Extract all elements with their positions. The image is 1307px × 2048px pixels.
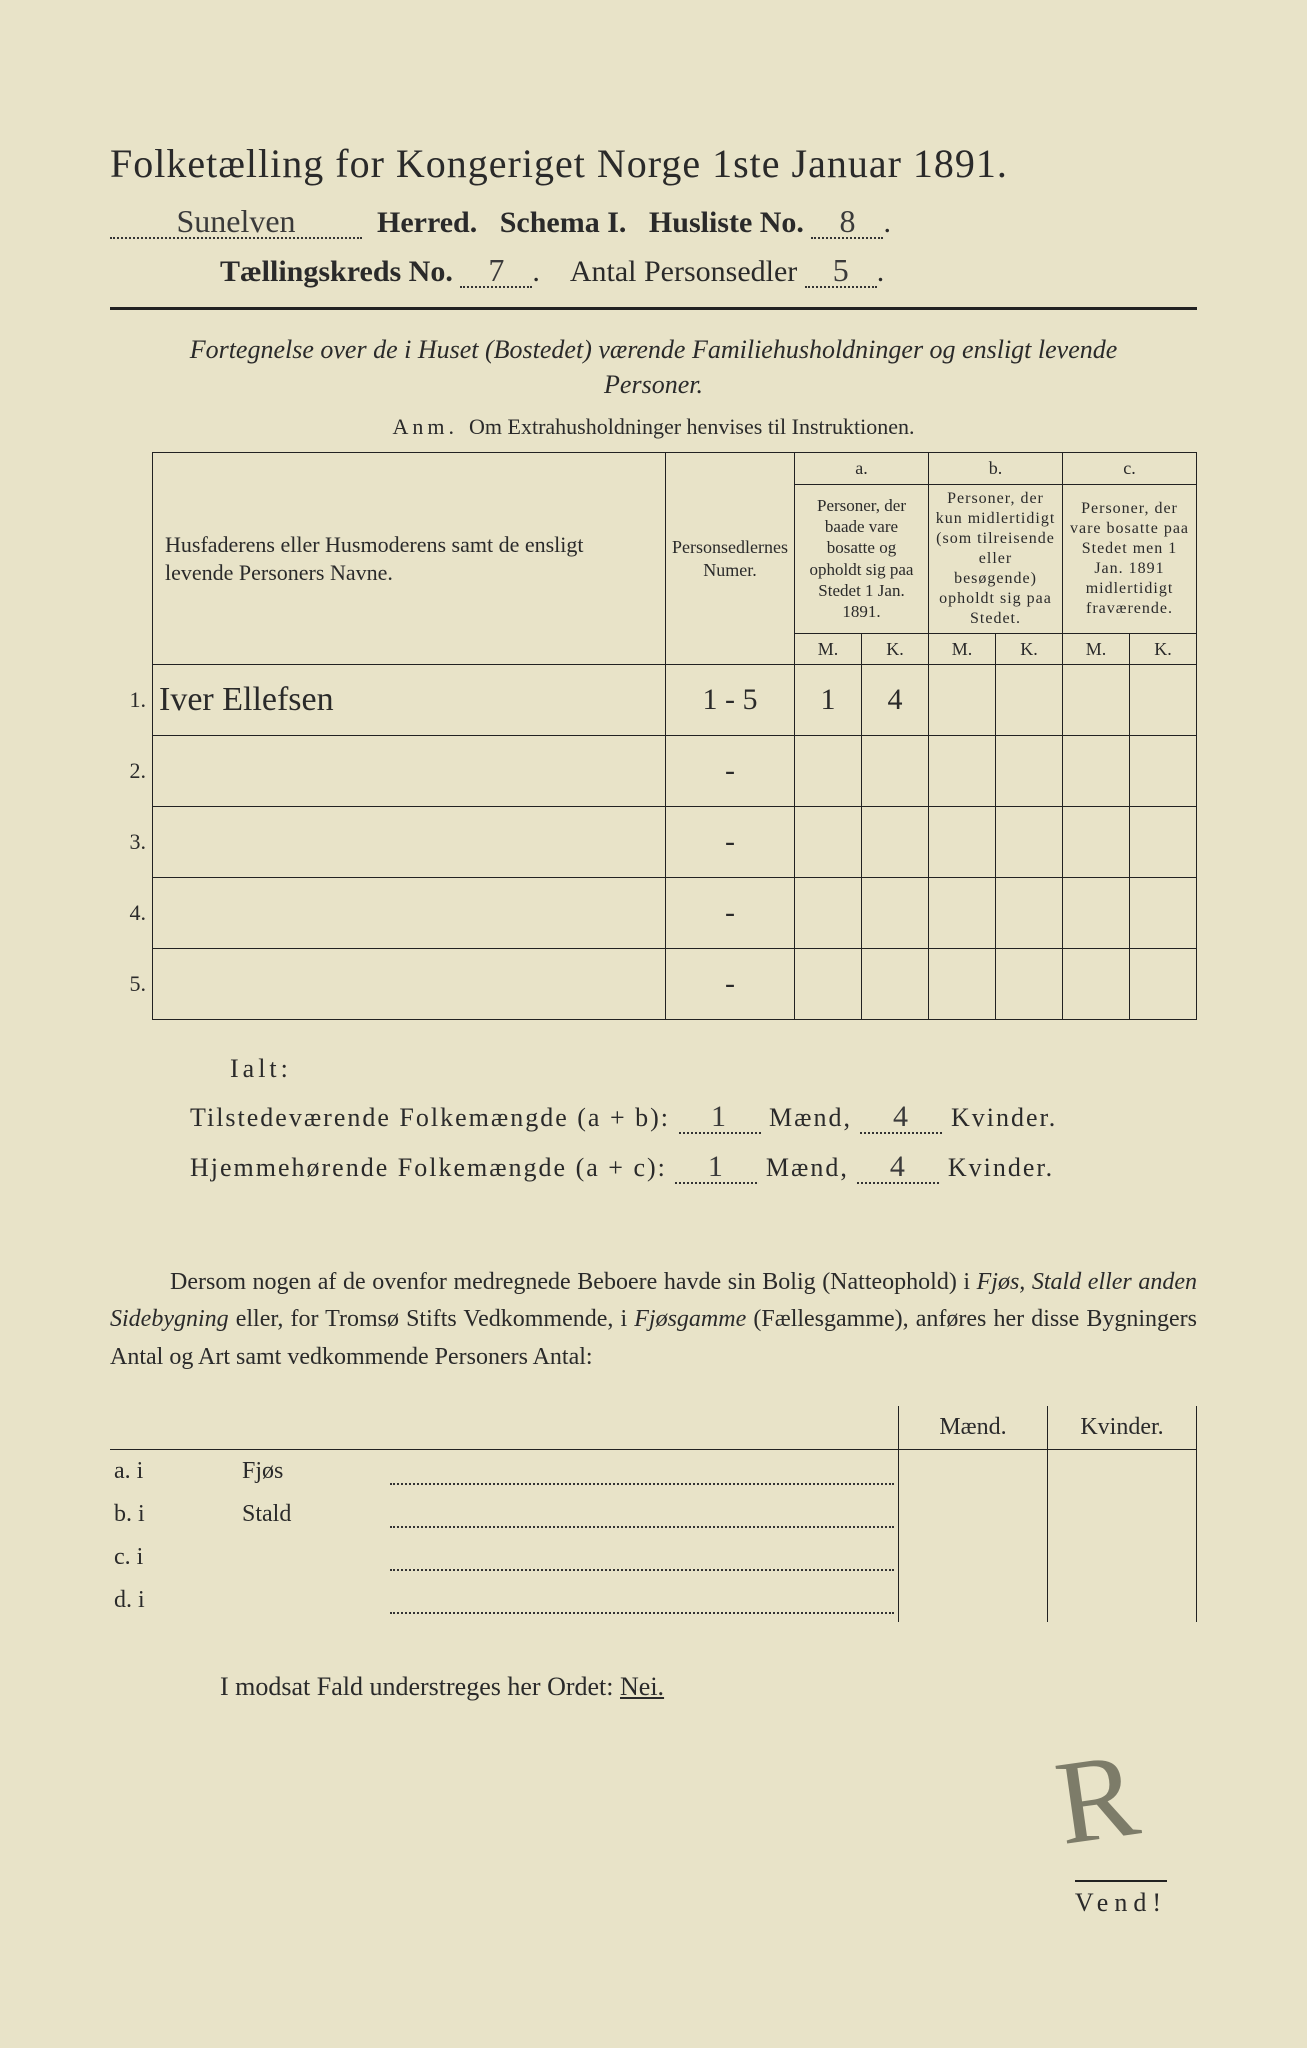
table-row: 2.- [110,736,1197,807]
sum1-k: 4 [860,1102,942,1134]
col-a-label: a. [795,453,929,485]
main-table: Husfaderens eller Husmoderens samt de en… [110,452,1197,1020]
schema-label: Schema I. [500,206,627,239]
husliste-label: Husliste No. [649,206,804,239]
anm-text: Om Extrahusholdninger henvises til Instr… [469,414,914,439]
bldg-header-m: Mænd. [899,1406,1048,1450]
kreds-label: Tællingskreds No. [220,255,453,288]
personsedler-value: 5 [805,254,877,288]
col-c-m: M. [1063,633,1130,665]
bldg-header-k: Kvinder. [1048,1406,1197,1450]
signature-mark: R [1048,1725,1146,1873]
col-a-text: Personer, der baade vare bosatte og opho… [795,484,929,633]
husliste-value: 8 [811,205,883,239]
subtitle: Fortegnelse over de i Huset (Bostedet) v… [140,332,1167,402]
building-table: Mænd. Kvinder. a. iFjøsb. iStaldc. id. i [110,1406,1197,1622]
header-line-1: Sunelven Herred. Schema I. Husliste No. … [110,205,1197,240]
table-row: 3.- [110,807,1197,878]
sum1-m: 1 [679,1102,761,1134]
col-b-text: Personer, der kun midlertidigt (som tilr… [929,484,1063,633]
sum-line-1: Tilstedeværende Folkemængde (a + b): 1 M… [190,1102,1197,1134]
building-row: c. i [110,1536,1197,1579]
sum-line-2: Hjemmehørende Folkemængde (a + c): 1 Mæn… [190,1152,1197,1184]
vend-label: Vend! [1075,1880,1167,1918]
herred-label: Herred. [377,206,477,239]
maend-label-2: Mænd, [766,1153,849,1182]
maend-label-1: Mænd, [769,1103,852,1132]
col-c-text: Personer, der vare bosatte paa Stedet me… [1063,484,1197,633]
ialt-label: Ialt: [230,1054,1197,1084]
col-a-k: K. [862,633,929,665]
census-form-page: Folketælling for Kongeriget Norge 1ste J… [0,0,1307,2048]
page-title: Folketælling for Kongeriget Norge 1ste J… [110,140,1197,187]
kvinder-label-2: Kvinder. [948,1153,1054,1182]
nei-word: Nei. [620,1672,664,1701]
building-row: d. i [110,1579,1197,1622]
building-row: b. iStald [110,1493,1197,1536]
table-row: 4.- [110,878,1197,949]
nei-line: I modsat Fald understreges her Ordet: Ne… [220,1672,1197,1702]
annotation-line: Anm. Om Extrahusholdninger henvises til … [110,414,1197,440]
kreds-value: 7 [460,254,532,288]
sum2-k: 4 [857,1152,939,1184]
table-row: 5.- [110,949,1197,1020]
col-sedler-header: Personsedlernes Numer. [666,453,795,665]
col-b-k: K. [996,633,1063,665]
header-line-2: Tællingskreds No. 7. Antal Personsedler … [220,254,1197,289]
kvinder-label-1: Kvinder. [951,1103,1057,1132]
col-b-m: M. [929,633,996,665]
personsedler-label: Antal Personsedler [570,255,797,288]
sum1-label: Tilstedeværende Folkemængde (a + b): [190,1103,670,1132]
col-c-label: c. [1063,453,1197,485]
herred-value: Sunelven [110,205,362,239]
building-paragraph: Dersom nogen af de ovenfor medregnede Be… [110,1264,1197,1376]
sum2-label: Hjemmehørende Folkemængde (a + c): [190,1153,667,1182]
col-c-k: K. [1130,633,1197,665]
sum2-m: 1 [675,1152,757,1184]
col-name-header: Husfaderens eller Husmoderens samt de en… [153,453,666,665]
col-a-m: M. [795,633,862,665]
col-b-label: b. [929,453,1063,485]
anm-label: Anm. [393,414,459,439]
table-row: 1.Iver Ellefsen1 - 514 [110,665,1197,736]
divider-top [110,307,1197,310]
nei-pre: I modsat Fald understreges her Ordet: [220,1672,620,1701]
building-row: a. iFjøs [110,1449,1197,1493]
